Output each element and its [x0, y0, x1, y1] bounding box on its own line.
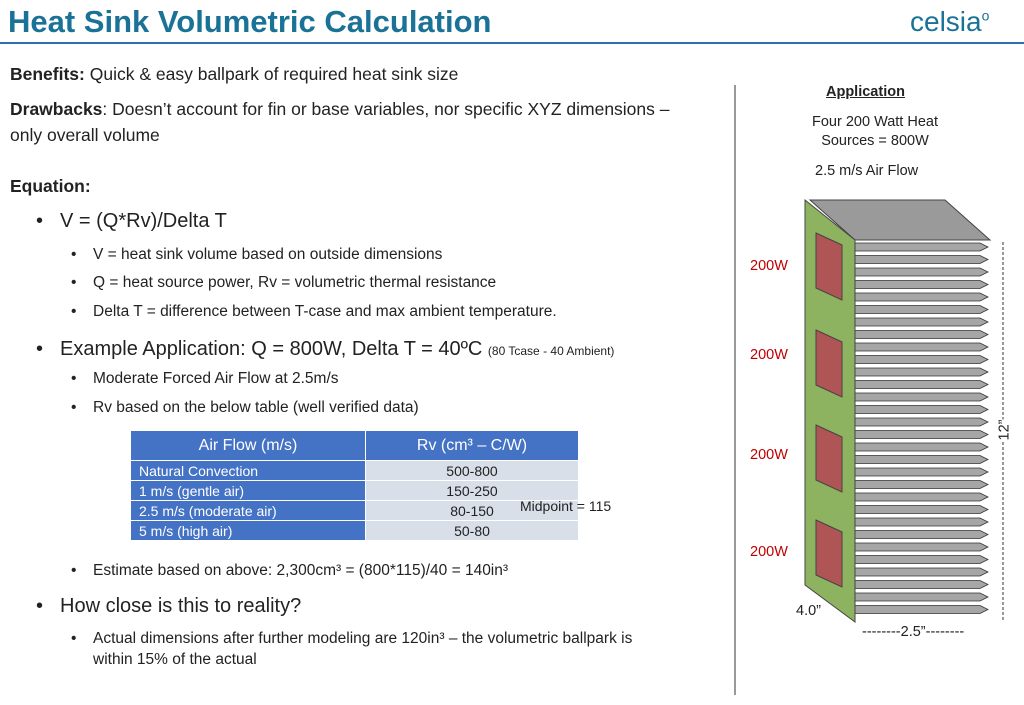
fin — [854, 380, 989, 389]
rv-table: Air Flow (m/s) Rv (cm³ – C/W) Natural Con… — [130, 430, 579, 541]
sub-bullet: Delta T = difference between T-case and … — [71, 303, 557, 321]
fin — [854, 255, 989, 264]
fin — [854, 605, 989, 614]
cell: 80-150 — [365, 500, 579, 521]
height-label: 12” — [996, 419, 1013, 441]
source-label: 200W — [750, 447, 788, 463]
depth-label: 4.0” — [796, 603, 821, 619]
row: 5 m/s (high air) 50-80 — [130, 520, 579, 541]
header-cell: Rv (cm³ – C/W) — [365, 430, 579, 461]
title: Heat Sink Volumetric Calculation — [8, 4, 492, 39]
note: (80 Tcase - 40 Ambient) — [487, 344, 615, 358]
source-label: 200W — [750, 544, 788, 560]
row: Natural Convection 500-800 — [130, 460, 579, 481]
fin — [854, 592, 989, 602]
cell: 500-800 — [365, 460, 579, 481]
fin — [854, 542, 989, 552]
fin — [854, 330, 989, 339]
heat-source — [815, 519, 843, 588]
text: Example Application: Q = 800W, Delta T =… — [60, 338, 483, 360]
fin — [854, 280, 989, 289]
source-label: 200W — [750, 347, 788, 363]
label: Drawbacks — [10, 99, 103, 119]
text: Quick & easy ballpark of required heat s… — [89, 64, 459, 84]
bullet: How close is this to reality? — [36, 595, 301, 618]
table-note: Midpoint = 115 — [520, 498, 612, 514]
sub-bullet: Estimate based on above: 2,300cm³ = (800… — [71, 562, 508, 580]
row: 2.5 m/s (moderate air) 80-150 — [130, 500, 579, 521]
fin — [854, 505, 989, 514]
cell: 5 m/s (high air) — [130, 520, 366, 541]
fin — [854, 417, 989, 427]
row: 1 m/s (gentle air) 150-250 — [130, 480, 579, 501]
fin — [854, 567, 989, 577]
figure-title: Application — [826, 84, 905, 100]
bullet: V = (Q*Rv)/Delta T — [36, 210, 227, 233]
fin — [854, 517, 989, 527]
fin — [854, 292, 989, 302]
fin — [854, 530, 989, 539]
fin — [854, 480, 989, 489]
header-cell: Air Flow (m/s) — [130, 430, 366, 461]
bullet: Example Application: Q = 800W, Delta T =… — [36, 338, 615, 361]
fin — [854, 580, 989, 589]
fin — [854, 242, 989, 252]
sub-bullet: Q = heat source power, Rv = volumetric t… — [71, 274, 496, 292]
heat-source — [815, 424, 843, 493]
fin — [854, 305, 989, 314]
cell: 50-80 — [365, 520, 579, 541]
cell: 150-250 — [365, 480, 579, 501]
airflow: 2.5 m/s Air Flow — [815, 163, 919, 179]
logo: celsiao — [910, 6, 990, 37]
fin — [854, 492, 989, 502]
cell: 1 m/s (gentle air) — [130, 480, 366, 501]
header-row: Air Flow (m/s) Rv (cm³ – C/W) — [130, 430, 579, 461]
base-plate — [804, 198, 856, 623]
sub-bullet: Moderate Forced Air Flow at 2.5m/s — [71, 370, 338, 388]
heat-source — [815, 329, 843, 398]
fins — [854, 242, 989, 614]
sub-bullet: Rv based on the below table (well verifi… — [71, 399, 419, 417]
sub-bullet: Actual dimensions after further modeling… — [71, 628, 673, 670]
logo-text: celsia — [910, 6, 982, 37]
fin — [854, 455, 989, 464]
equation-heading: Equation: — [10, 176, 91, 196]
fin — [854, 267, 989, 277]
fin-top — [808, 199, 992, 241]
label: Benefits: — [10, 64, 85, 84]
fin — [854, 430, 989, 439]
benefits: Benefits: Quick & easy ballpark of requi… — [10, 64, 458, 85]
cell: Natural Convection — [130, 460, 366, 481]
fin — [854, 467, 989, 477]
source-label: 200W — [750, 258, 788, 274]
fin — [854, 342, 989, 352]
width-label: --------2.5”-------- — [862, 624, 965, 640]
fin — [854, 317, 989, 327]
fin — [854, 392, 989, 402]
fin — [854, 355, 989, 364]
cell: 2.5 m/s (moderate air) — [130, 500, 366, 521]
fin — [854, 555, 989, 564]
title-rule — [0, 42, 1024, 44]
drawbacks: Drawbacks: Doesn’t account for fin or ba… — [10, 96, 690, 148]
fin — [854, 442, 989, 452]
fin — [854, 367, 989, 377]
figure-text: Four 200 Watt Heat Sources = 800W — [812, 114, 938, 149]
sub-bullet: V = heat sink volume based on outside di… — [71, 246, 442, 264]
text: : Doesn’t account for fin or base variab… — [10, 99, 670, 145]
heat-source — [815, 232, 843, 301]
fin — [854, 405, 989, 414]
